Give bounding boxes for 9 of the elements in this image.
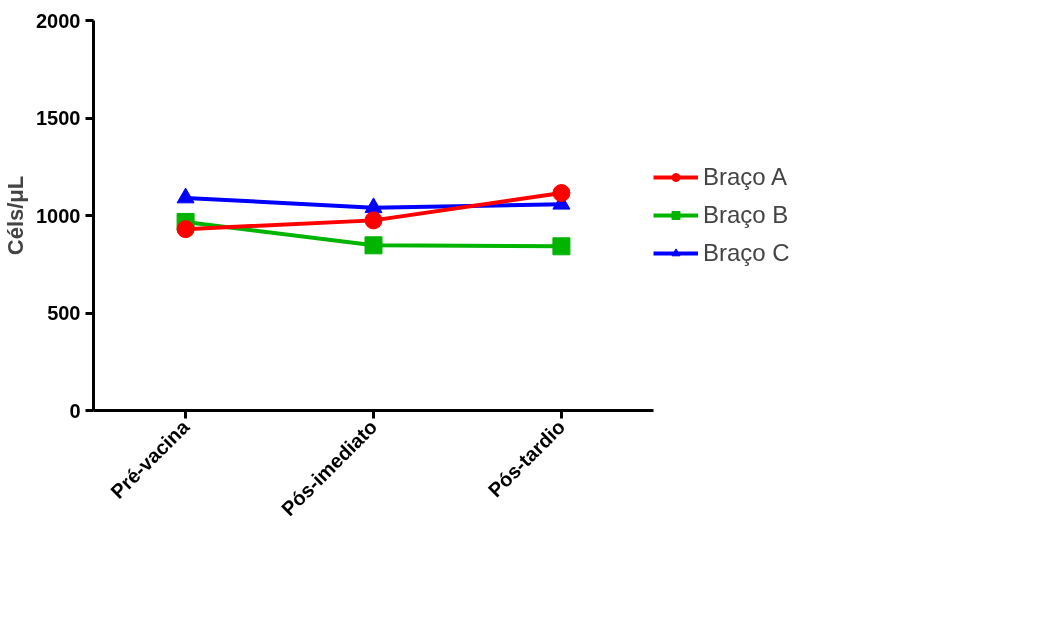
y-tick-label: 2000 bbox=[36, 9, 81, 32]
y-tick-label: 1000 bbox=[36, 204, 81, 227]
legend-label: Braço B bbox=[703, 201, 789, 229]
y-tick-label: 0 bbox=[69, 399, 81, 422]
y-axis-title: Céls/μL bbox=[3, 175, 29, 256]
legend-label: Braço A bbox=[703, 163, 788, 191]
legend-label: Braço C bbox=[703, 239, 790, 267]
y-tick-label: 1500 bbox=[36, 107, 81, 129]
y-tick-label: 500 bbox=[47, 302, 81, 324]
